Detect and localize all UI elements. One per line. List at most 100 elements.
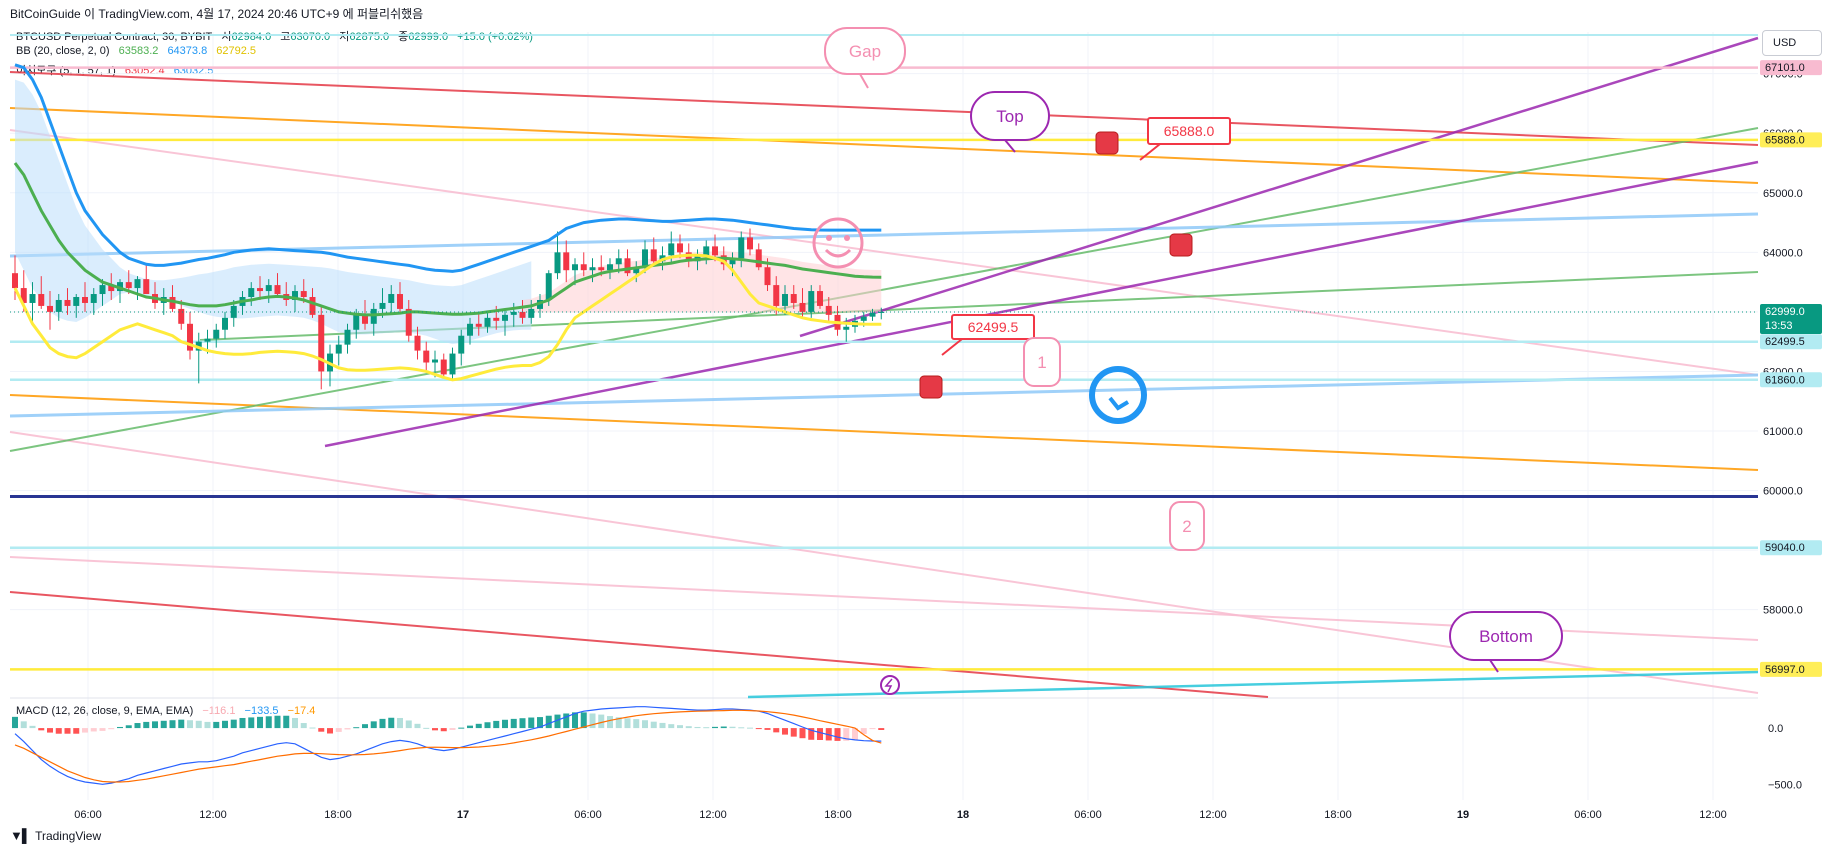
price-label: 67101.0 [1765,62,1805,74]
macd-histogram-bar [720,726,727,729]
footer-brand: ▼▌ TradingView [10,828,101,843]
candle-body [309,297,316,315]
price-label-countdown: 13:53 [1765,320,1793,332]
macd-value: −116.1 [202,705,236,717]
indicator-line-bb-basis [13,162,882,317]
callout-tail [941,338,963,356]
price-label-bg [1760,132,1822,148]
macd-histogram-bar [38,728,45,731]
macd-histogram-bar [502,719,508,729]
price-tick-label: 64000.0 [1763,247,1803,259]
macd-histogram-bar [117,726,123,729]
macd-histogram-bar [755,728,762,730]
candle-body [414,335,421,351]
candle-body [685,252,692,262]
macd-histogram-bar [519,718,526,729]
macd-histogram-bar [370,721,377,729]
candle-body [607,264,613,271]
price-label: 59040.0 [1765,542,1805,554]
candle-body [265,285,272,292]
callout-tail [859,73,869,89]
macd-histogram-bar [580,712,587,729]
macd-signal-value: −133.5 [244,705,279,717]
macd-histogram-bar [125,725,132,729]
candle-body [274,285,281,295]
bb-label: BB (20, close, 2, 0) [16,45,110,57]
chart-attribution: BitCoinGuide 이 TradingView.com, 4월 17, 2… [10,7,424,21]
macd-histogram-bar [353,727,360,729]
callout-text: 2 [1182,517,1191,536]
macd-histogram-bar [642,720,648,729]
candle-body [729,258,736,265]
macd-histogram-bar [143,721,150,729]
candle-body [589,267,596,271]
macd-histogram-bar [467,725,473,729]
candle-body [134,279,141,289]
callout-tail [1004,139,1016,153]
candle-body [572,264,578,271]
callout-text: 1 [1037,353,1046,372]
candle-body [12,273,18,289]
macd-histogram-bar [677,725,683,729]
macd-histogram-bar [712,726,718,729]
bb-legend: BB (20, close, 2, 0) 63583.2 64373.8 627… [16,45,262,57]
macd-histogram-bar [362,724,368,729]
time-axis: 06:00 12:00 18:00 17 06:00 12:00 18:00 18 06:00 1… [74,809,1727,821]
candle-body [257,288,263,292]
candle-body [99,285,106,295]
price-label-bg [1760,334,1822,350]
price-label-bg [1760,60,1822,76]
time-tick-label: 18:00 [324,809,352,821]
macd-histogram-bar [90,728,97,732]
macd-histogram-bar [493,720,500,729]
macd-histogram-bar [817,728,823,740]
footer-brand-text: TradingView [35,828,102,843]
trend-line [9,129,1759,376]
candle-body [82,297,88,303]
smiley-icon [812,217,864,269]
macd-histogram-bar [29,725,36,729]
candle-body [563,252,570,271]
currency-selector[interactable]: USD [1762,30,1822,56]
smiley-mouth-icon [824,248,852,258]
pointing-hand-icon [1095,131,1119,155]
bb-basis-value: 63583.2 [118,45,159,57]
macd-histogram-bar [73,728,80,734]
macd-histogram-bar [703,727,710,729]
macd-histogram-bar [257,716,263,729]
tradingview-logo-icon: ▼▌ [10,828,31,843]
trend-line [9,373,1759,418]
candle-body [20,288,27,303]
price-label-bg [1760,540,1822,556]
macd-histogram-bar [169,720,176,729]
macd-histogram-bar [659,722,666,729]
candle-body [493,317,500,321]
candle-body [169,297,176,309]
macd-histogram-bar [344,728,351,730]
candle-body [677,243,683,253]
candle-body [55,299,62,312]
candle-body [782,294,788,306]
candle-body [38,294,45,306]
candle-body [143,279,150,295]
callout-box [951,314,1035,340]
time-tick-label: 19 [1457,809,1469,821]
candle-body [712,246,718,256]
price-label: 65888.0 [1765,134,1805,146]
macd-histogram-bar [563,713,570,729]
candle-body [300,291,307,298]
candle-body [449,353,456,375]
price-label: 62499.5 [1765,336,1805,348]
indicator-line-bb-upper [14,63,882,273]
time-tick-label: 12:00 [199,809,227,821]
macd-histogram-bar [20,721,27,729]
smiley-eye-icon [844,235,850,241]
candle-body [650,249,657,262]
macd-histogram-bar [878,728,885,730]
macd-histogram-bar [747,727,753,729]
candle-body [633,267,640,274]
macd-histogram-bar [222,720,228,729]
candle-body [808,291,815,312]
macd-histogram-bar [64,728,71,734]
